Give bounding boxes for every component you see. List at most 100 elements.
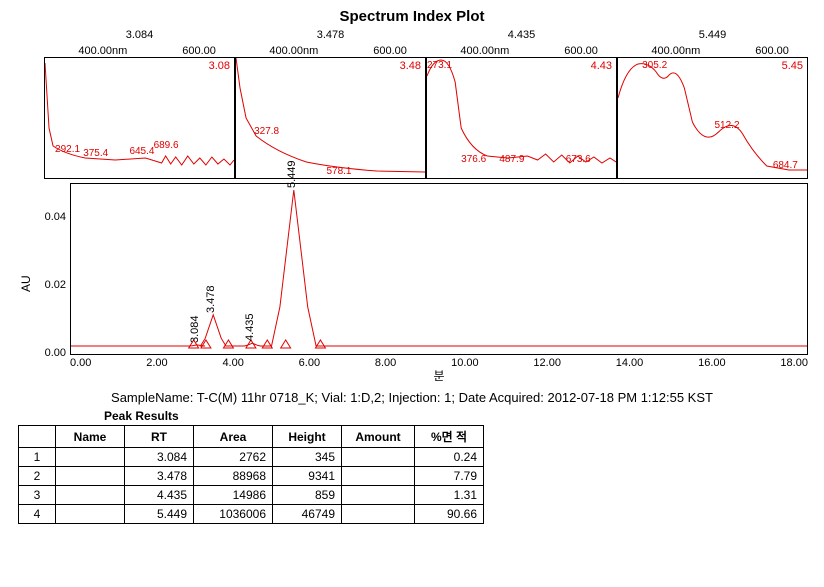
col-header: RT bbox=[125, 426, 194, 448]
table-cell bbox=[342, 486, 415, 505]
spectrum-peak-label: 673.6 bbox=[566, 154, 591, 165]
y-axis-label: AU bbox=[18, 183, 34, 384]
panel-xright: 600.00 bbox=[755, 45, 789, 57]
table-cell: 90.66 bbox=[415, 505, 484, 524]
table-cell: 5.449 bbox=[125, 505, 194, 524]
table-row: 2 3.478889689341 7.79 bbox=[19, 467, 484, 486]
spectrum-peak-label: 375.4 bbox=[83, 148, 108, 159]
x-tick: 16.00 bbox=[698, 357, 726, 369]
table-cell bbox=[56, 448, 125, 467]
spectrum-plot: 3.48 327.8 578.1 bbox=[235, 57, 426, 179]
table-cell: 46749 bbox=[273, 505, 342, 524]
table-cell: 1.31 bbox=[415, 486, 484, 505]
panel-rt-red: 3.08 bbox=[209, 60, 230, 72]
panel-xleft: 400.00nm bbox=[651, 45, 700, 57]
col-header: %면 적 bbox=[415, 426, 484, 448]
panel-rt-red: 5.45 bbox=[782, 60, 803, 72]
x-tick: 10.00 bbox=[451, 357, 479, 369]
chromatogram: AU 0.000.020.04 3.0843.4784.4355.449 0.0… bbox=[18, 183, 808, 384]
chrom-peak-label: 3.084 bbox=[189, 315, 201, 343]
table-cell: 3.084 bbox=[125, 448, 194, 467]
col-header: Name bbox=[56, 426, 125, 448]
spectrum-plot: 5.45 305.2 512.2 684.7 bbox=[617, 57, 808, 179]
table-cell bbox=[56, 467, 125, 486]
x-tick: 4.00 bbox=[222, 357, 243, 369]
table-cell: 14986 bbox=[194, 486, 273, 505]
table-cell: 2 bbox=[19, 467, 56, 486]
x-tick: 6.00 bbox=[299, 357, 320, 369]
chromatogram-plot: 3.0843.4784.4355.449 bbox=[70, 183, 808, 355]
table-title: Peak Results bbox=[104, 409, 816, 423]
table-cell bbox=[56, 505, 125, 524]
table-cell bbox=[342, 505, 415, 524]
table-cell bbox=[342, 448, 415, 467]
panel-xleft: 400.00nm bbox=[269, 45, 318, 57]
table-row: 1 3.0842762345 0.24 bbox=[19, 448, 484, 467]
col-header bbox=[19, 426, 56, 448]
y-tick: 0.00 bbox=[45, 347, 66, 359]
table-row: 3 4.43514986859 1.31 bbox=[19, 486, 484, 505]
chrom-peak-label: 3.478 bbox=[205, 285, 217, 313]
x-tick: 12.00 bbox=[533, 357, 561, 369]
spectrum-peak-label: 305.2 bbox=[642, 60, 667, 71]
x-axis-label: 분 bbox=[70, 367, 808, 384]
spectrum-peak-label: 645.4 bbox=[129, 146, 154, 157]
spectrum-peak-label: 273.1 bbox=[427, 60, 452, 71]
table-cell: 9341 bbox=[273, 467, 342, 486]
col-header: Height bbox=[273, 426, 342, 448]
spectrum-panel: 3.084 400.00nm 600.00 3.08 292.1375.4 645.468… bbox=[44, 29, 235, 179]
y-tick: 0.04 bbox=[45, 211, 66, 223]
x-tick: 8.00 bbox=[375, 357, 396, 369]
peak-results-table: NameRTAreaHeightAmount%면 적13.08427623450… bbox=[18, 425, 484, 524]
panel-rt-red: 4.43 bbox=[591, 60, 612, 72]
spectrum-plot: 3.08 292.1375.4 645.4689.6 bbox=[44, 57, 235, 179]
spectrum-peak-label: 512.2 bbox=[715, 120, 740, 131]
x-tick: 0.00 bbox=[70, 357, 91, 369]
spectrum-plot: 4.43273.1376.6487.9673.6 bbox=[426, 57, 617, 179]
table-row: 4 5.449103600646749 90.66 bbox=[19, 505, 484, 524]
table-cell: 4.435 bbox=[125, 486, 194, 505]
panel-xright: 600.00 bbox=[373, 45, 407, 57]
spectrum-peak-label: 578.1 bbox=[326, 166, 351, 177]
sample-info: SampleName: T-C(M) 11hr 0718_K; Vial: 1:… bbox=[8, 390, 816, 405]
spectrum-peak-label: 292.1 bbox=[55, 144, 80, 155]
spectrum-peak-label: 684.7 bbox=[773, 160, 798, 171]
table-cell: 3.478 bbox=[125, 467, 194, 486]
spectrum-panel: 5.449 400.00nm 600.00 5.45 305.2 512.2 684.7 bbox=[617, 29, 808, 179]
table-cell: 88968 bbox=[194, 467, 273, 486]
y-tick: 0.02 bbox=[45, 279, 66, 291]
table-cell: 1 bbox=[19, 448, 56, 467]
chrom-peak-label: 4.435 bbox=[244, 314, 256, 342]
spectrum-panel: 4.435400.00nm600.004.43273.1376.6487.967… bbox=[426, 29, 617, 179]
panel-rt: 3.084 bbox=[126, 29, 154, 41]
table-cell: 345 bbox=[273, 448, 342, 467]
x-tick: 18.00 bbox=[780, 357, 808, 369]
panel-rt: 5.449 bbox=[699, 29, 727, 41]
table-cell: 4 bbox=[19, 505, 56, 524]
table-cell: 3 bbox=[19, 486, 56, 505]
spectrum-panel: 3.478 400.00nm 600.00 3.48 327.8 578.1 bbox=[235, 29, 426, 179]
panel-rt-red: 3.48 bbox=[400, 60, 421, 72]
spectrum-peak-label: 487.9 bbox=[499, 154, 524, 165]
panel-rt: 3.478 bbox=[317, 29, 345, 41]
panel-rt: 4.435 bbox=[508, 29, 536, 41]
table-cell: 7.79 bbox=[415, 467, 484, 486]
table-cell: 2762 bbox=[194, 448, 273, 467]
x-tick: 2.00 bbox=[146, 357, 167, 369]
spectrum-peak-label: 327.8 bbox=[254, 126, 279, 137]
table-cell: 0.24 bbox=[415, 448, 484, 467]
table-cell bbox=[342, 467, 415, 486]
panel-xleft: 400.00nm bbox=[460, 45, 509, 57]
panel-xright: 600.00 bbox=[564, 45, 598, 57]
panel-xright: 600.00 bbox=[182, 45, 216, 57]
table-cell: 859 bbox=[273, 486, 342, 505]
col-header: Area bbox=[194, 426, 273, 448]
panel-xleft: 400.00nm bbox=[78, 45, 127, 57]
chrom-peak-label: 5.449 bbox=[286, 160, 298, 188]
x-tick: 14.00 bbox=[616, 357, 644, 369]
table-cell bbox=[56, 486, 125, 505]
spectrum-panels: 3.084400.00nm600.003.08292.1375.4645.468… bbox=[44, 29, 808, 179]
plot-title: Spectrum Index Plot bbox=[8, 8, 816, 25]
spectrum-peak-label: 689.6 bbox=[154, 140, 179, 151]
table-cell: 1036006 bbox=[194, 505, 273, 524]
